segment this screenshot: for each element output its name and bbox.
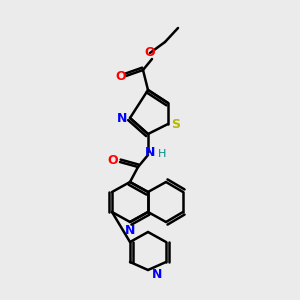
Text: N: N bbox=[152, 268, 162, 281]
Text: N: N bbox=[145, 146, 155, 158]
Text: S: S bbox=[172, 118, 181, 130]
Text: O: O bbox=[145, 46, 155, 59]
Text: N: N bbox=[117, 112, 127, 124]
Text: O: O bbox=[108, 154, 118, 166]
Text: N: N bbox=[125, 224, 135, 236]
Text: O: O bbox=[116, 70, 126, 83]
Text: H: H bbox=[158, 149, 166, 159]
